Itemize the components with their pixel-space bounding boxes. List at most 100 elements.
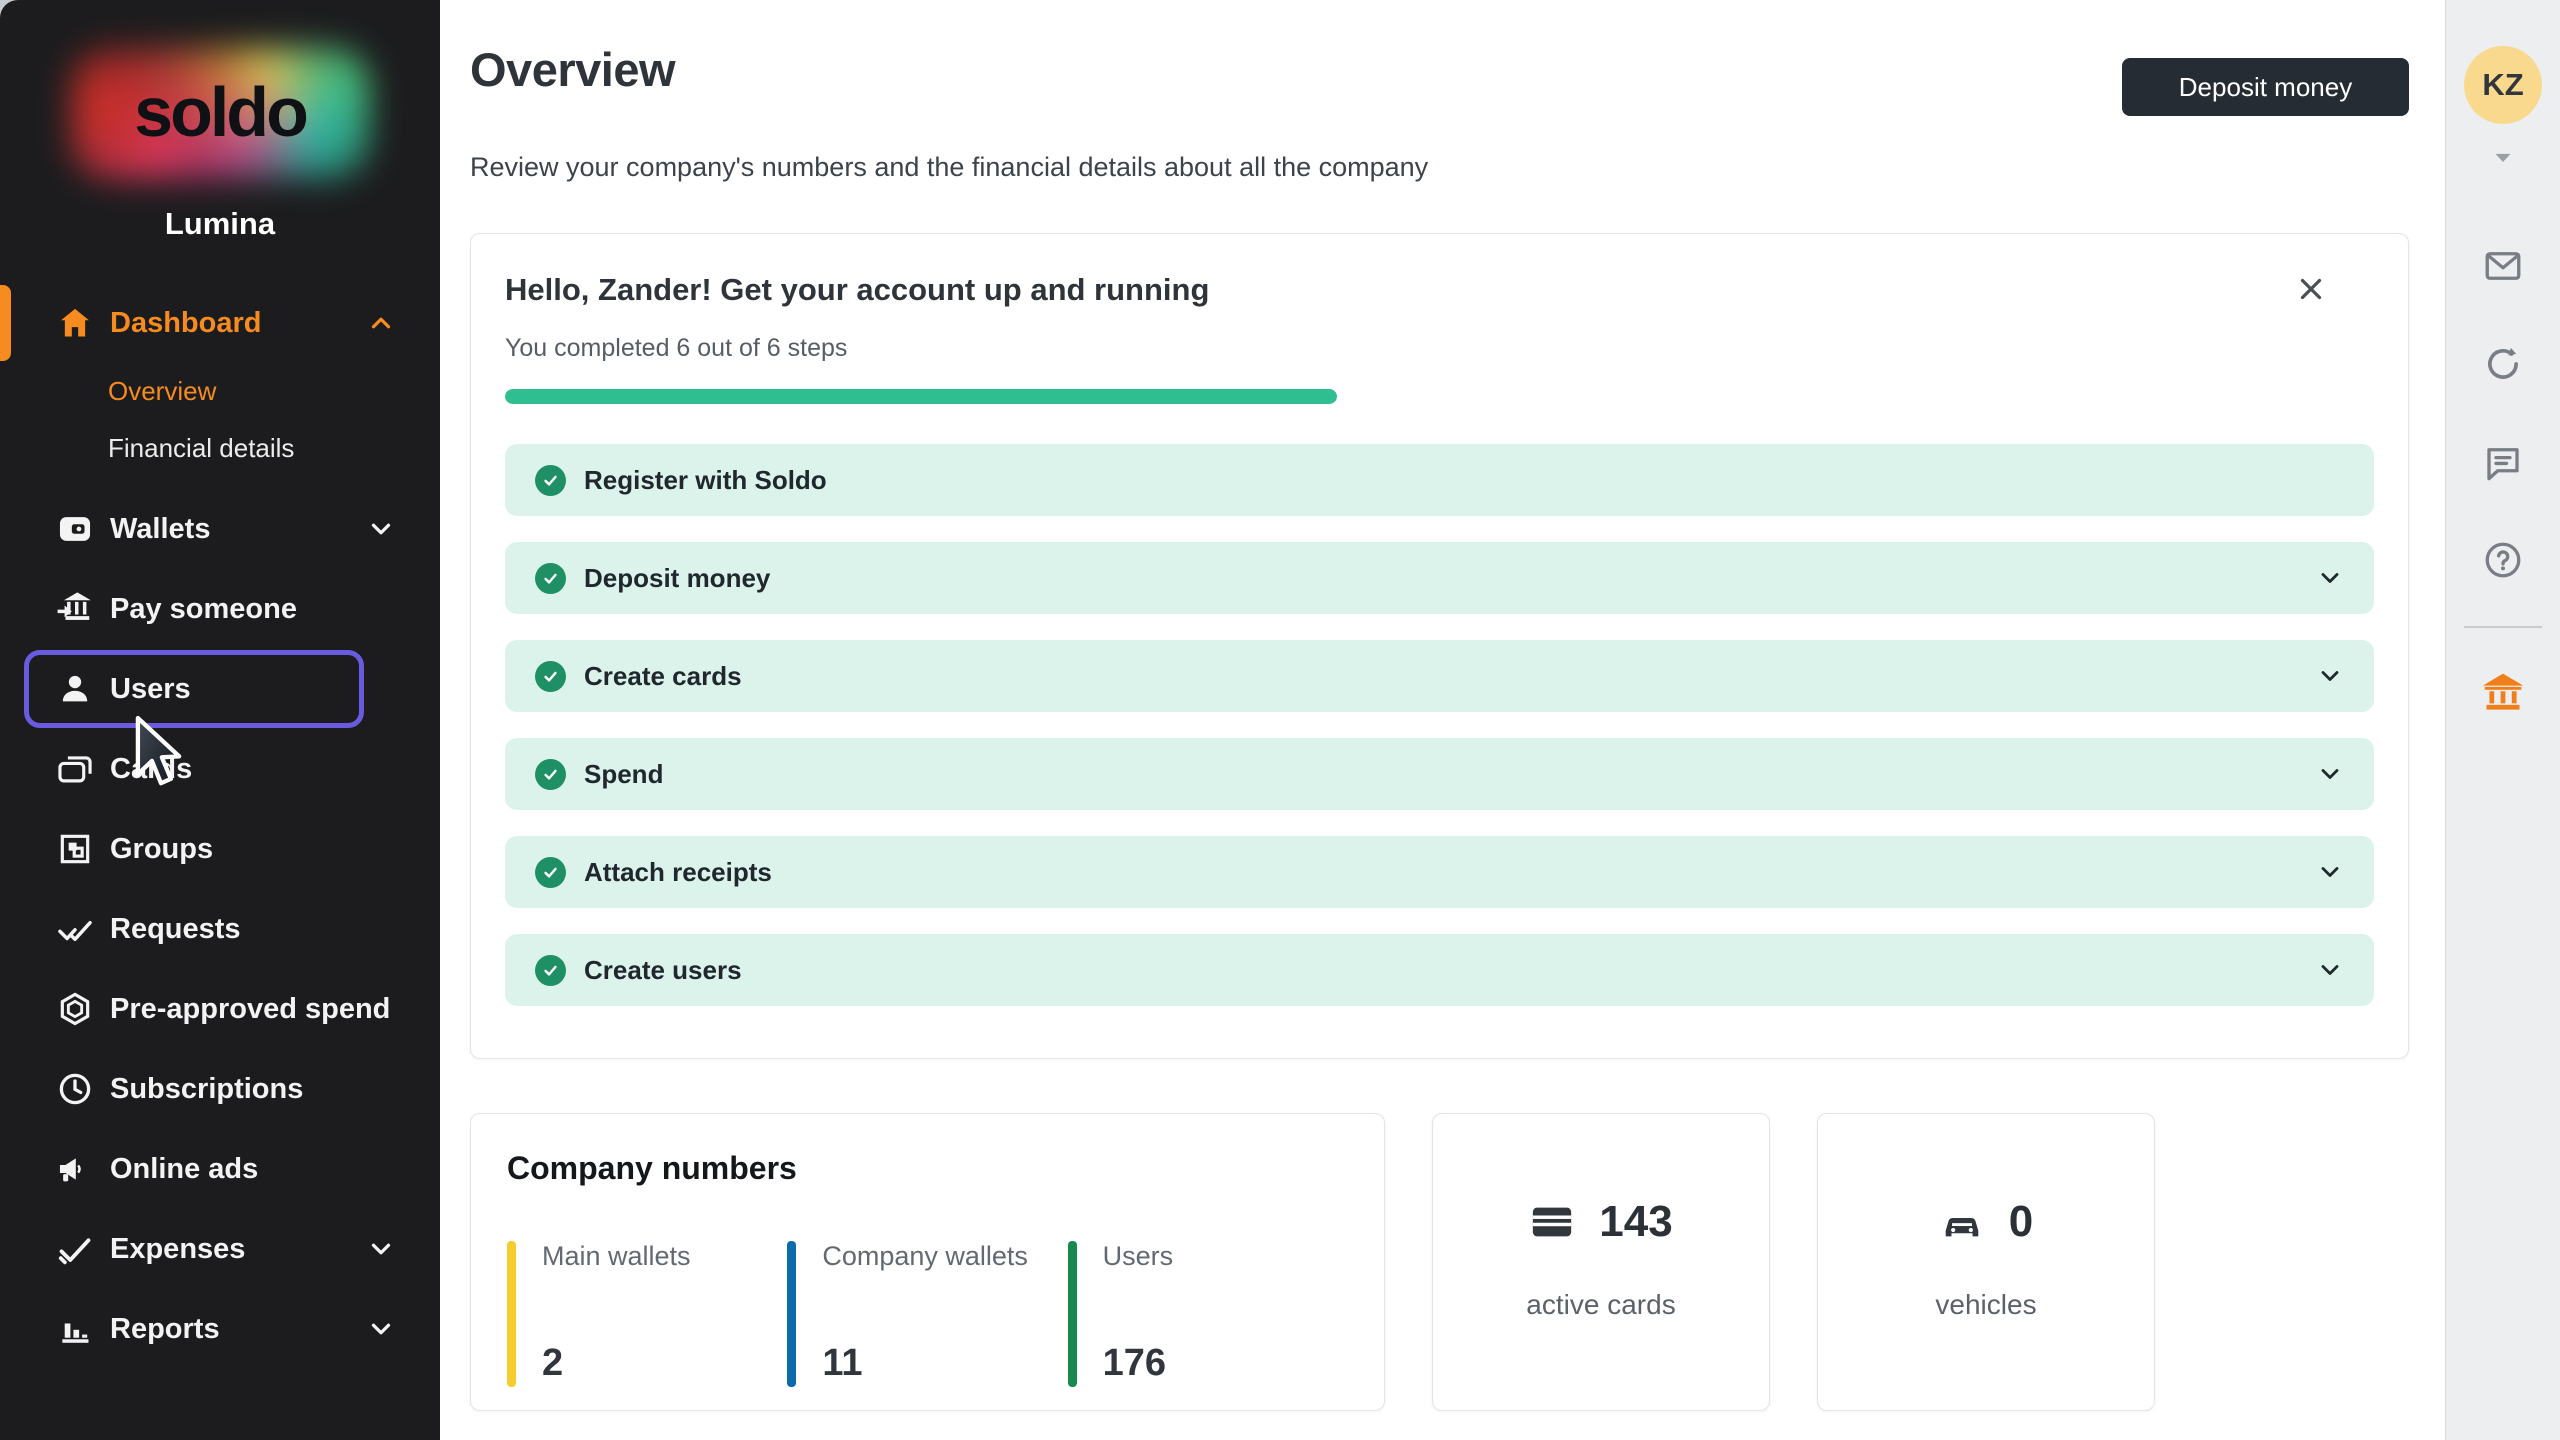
chat-icon	[2487, 448, 2519, 481]
step-attach-receipts[interactable]: Attach receipts	[505, 836, 2374, 908]
sidebar-item-label: Wallets	[110, 512, 211, 545]
check-circle-icon	[535, 758, 566, 790]
bank-icon	[2482, 673, 2524, 710]
sidebar-item-online-ads[interactable]: Online ads	[0, 1129, 440, 1209]
sidebar-item-financial-details[interactable]: Financial details	[0, 420, 440, 477]
stat-color-bar	[507, 1241, 516, 1387]
step-create-cards[interactable]: Create cards	[505, 640, 2374, 712]
chevron-down-icon	[2321, 769, 2339, 779]
active-indicator	[0, 285, 11, 361]
logo-glow	[70, 46, 370, 180]
rail-divider	[2464, 626, 2542, 628]
double-check-icon	[54, 908, 96, 950]
sidebar-item-reports[interactable]: Reports	[0, 1289, 440, 1369]
sidebar-item-label: Online ads	[110, 1152, 259, 1185]
refresh-button[interactable]	[2481, 342, 2525, 386]
mail-button[interactable]	[2481, 244, 2525, 288]
vehicles-label: vehicles	[1935, 1289, 2037, 1320]
home-icon	[54, 302, 96, 344]
chevron-down-icon	[2321, 573, 2339, 583]
avatar[interactable]: KZ	[2464, 46, 2542, 124]
step-create-users[interactable]: Create users	[505, 934, 2374, 1006]
hexagon-icon	[54, 988, 96, 1030]
sidebar-item-expenses[interactable]: Expenses	[0, 1209, 440, 1289]
megaphone-icon	[54, 1148, 96, 1190]
sidebar-item-subscriptions[interactable]: Subscriptions	[0, 1049, 440, 1129]
sidebar-item-pay-someone[interactable]: Pay someone	[0, 569, 440, 649]
help-button[interactable]	[2481, 538, 2525, 582]
bank-transfer-icon	[54, 588, 96, 630]
right-rail: KZ	[2445, 0, 2560, 1440]
sidebar-item-label: Pre-approved spend	[110, 992, 391, 1025]
active-cards-label: active cards	[1526, 1289, 1676, 1320]
vehicles-card: 0 vehicles	[1817, 1113, 2155, 1411]
brand-name: soldo	[134, 73, 309, 151]
bank-button[interactable]	[2481, 670, 2525, 714]
page-header: Overview Deposit money	[470, 42, 2409, 116]
active-cards-value: 143	[1599, 1197, 1673, 1246]
car-icon	[1945, 1217, 1979, 1237]
check-circle-icon	[535, 562, 566, 594]
sidebar-item-cards[interactable]: Cards	[0, 729, 440, 809]
chevron-down-icon	[2321, 671, 2339, 681]
stat-color-bar	[1067, 1241, 1077, 1387]
wallet-icon	[54, 508, 96, 550]
bar-chart-icon	[54, 1308, 96, 1350]
sidebar-item-users[interactable]: Users	[0, 649, 440, 729]
sidebar-item-groups[interactable]: Groups	[0, 809, 440, 889]
sidebar-item-pre-approved-spend[interactable]: Pre-approved spend	[0, 969, 440, 1049]
sidebar-item-dashboard[interactable]: Dashboard	[0, 283, 440, 363]
refresh-icon	[2488, 347, 2518, 379]
soldo-logo: soldo	[0, 28, 440, 198]
stats-section: Company numbers Main wallets 2 Company w…	[470, 1113, 2409, 1411]
credit-card-icon	[1533, 1207, 1572, 1237]
sidebar-nav: Dashboard Overview Financial details Wal…	[0, 283, 440, 1369]
chat-button[interactable]	[2481, 440, 2525, 484]
chevron-down-icon	[2321, 867, 2339, 877]
user-icon	[54, 668, 96, 710]
sidebar-item-label: Subscriptions	[110, 1072, 304, 1105]
cards-icon	[54, 748, 96, 790]
stat-value: 2	[542, 1342, 564, 1384]
stat-label: Main wallets	[542, 1241, 691, 1271]
chevron-down-icon	[371, 1323, 391, 1335]
sidebar-item-label: Requests	[110, 912, 241, 945]
step-spend[interactable]: Spend	[505, 738, 2374, 810]
stat-value: 11	[822, 1342, 863, 1384]
onboarding-title: Hello, Zander! Get your account up and r…	[505, 272, 1210, 307]
chevron-down-icon	[371, 1243, 391, 1255]
sidebar-item-wallets[interactable]: Wallets	[0, 489, 440, 569]
deposit-money-button[interactable]: Deposit money	[2122, 58, 2409, 116]
step-deposit-money[interactable]: Deposit money	[505, 542, 2374, 614]
mail-icon	[2485, 252, 2521, 280]
stat-color-bar	[787, 1241, 797, 1387]
stat-users: Users 176	[1067, 1241, 1348, 1387]
check-circle-icon	[535, 660, 566, 692]
check-circle-icon	[535, 464, 566, 496]
groups-icon	[54, 828, 96, 870]
page-title: Overview	[470, 43, 676, 96]
main-content: Overview Deposit money Review your compa…	[440, 0, 2445, 1440]
sidebar-subitem-label: Overview	[108, 376, 217, 406]
chevron-down-icon	[371, 523, 391, 535]
chevron-up-icon	[371, 317, 391, 329]
active-cards-card: 143 active cards	[1432, 1113, 1770, 1411]
page-subtitle: Review your company's numbers and the fi…	[470, 152, 1429, 182]
chevron-down-icon[interactable]	[2488, 142, 2518, 172]
vehicles-value: 0	[2008, 1197, 2034, 1246]
step-label: Spend	[584, 758, 664, 789]
close-icon[interactable]	[2294, 272, 2328, 306]
sidebar-item-label: Expenses	[110, 1232, 246, 1265]
sidebar-item-overview[interactable]: Overview	[0, 363, 440, 420]
sidebar-item-requests[interactable]: Requests	[0, 889, 440, 969]
step-label: Attach receipts	[584, 856, 772, 887]
sidebar: soldo Lumina Dashboard Overview Financia…	[0, 0, 440, 1440]
step-register-with-soldo[interactable]: Register with Soldo	[505, 444, 2374, 516]
check-icon	[54, 1228, 96, 1270]
sidebar-item-label: Users	[110, 672, 191, 705]
onboarding-card: Hello, Zander! Get your account up and r…	[470, 233, 2409, 1059]
sidebar-item-label: Reports	[110, 1312, 220, 1345]
sidebar-item-label: Pay someone	[110, 592, 297, 625]
stat-main-wallets: Main wallets 2	[507, 1241, 787, 1387]
